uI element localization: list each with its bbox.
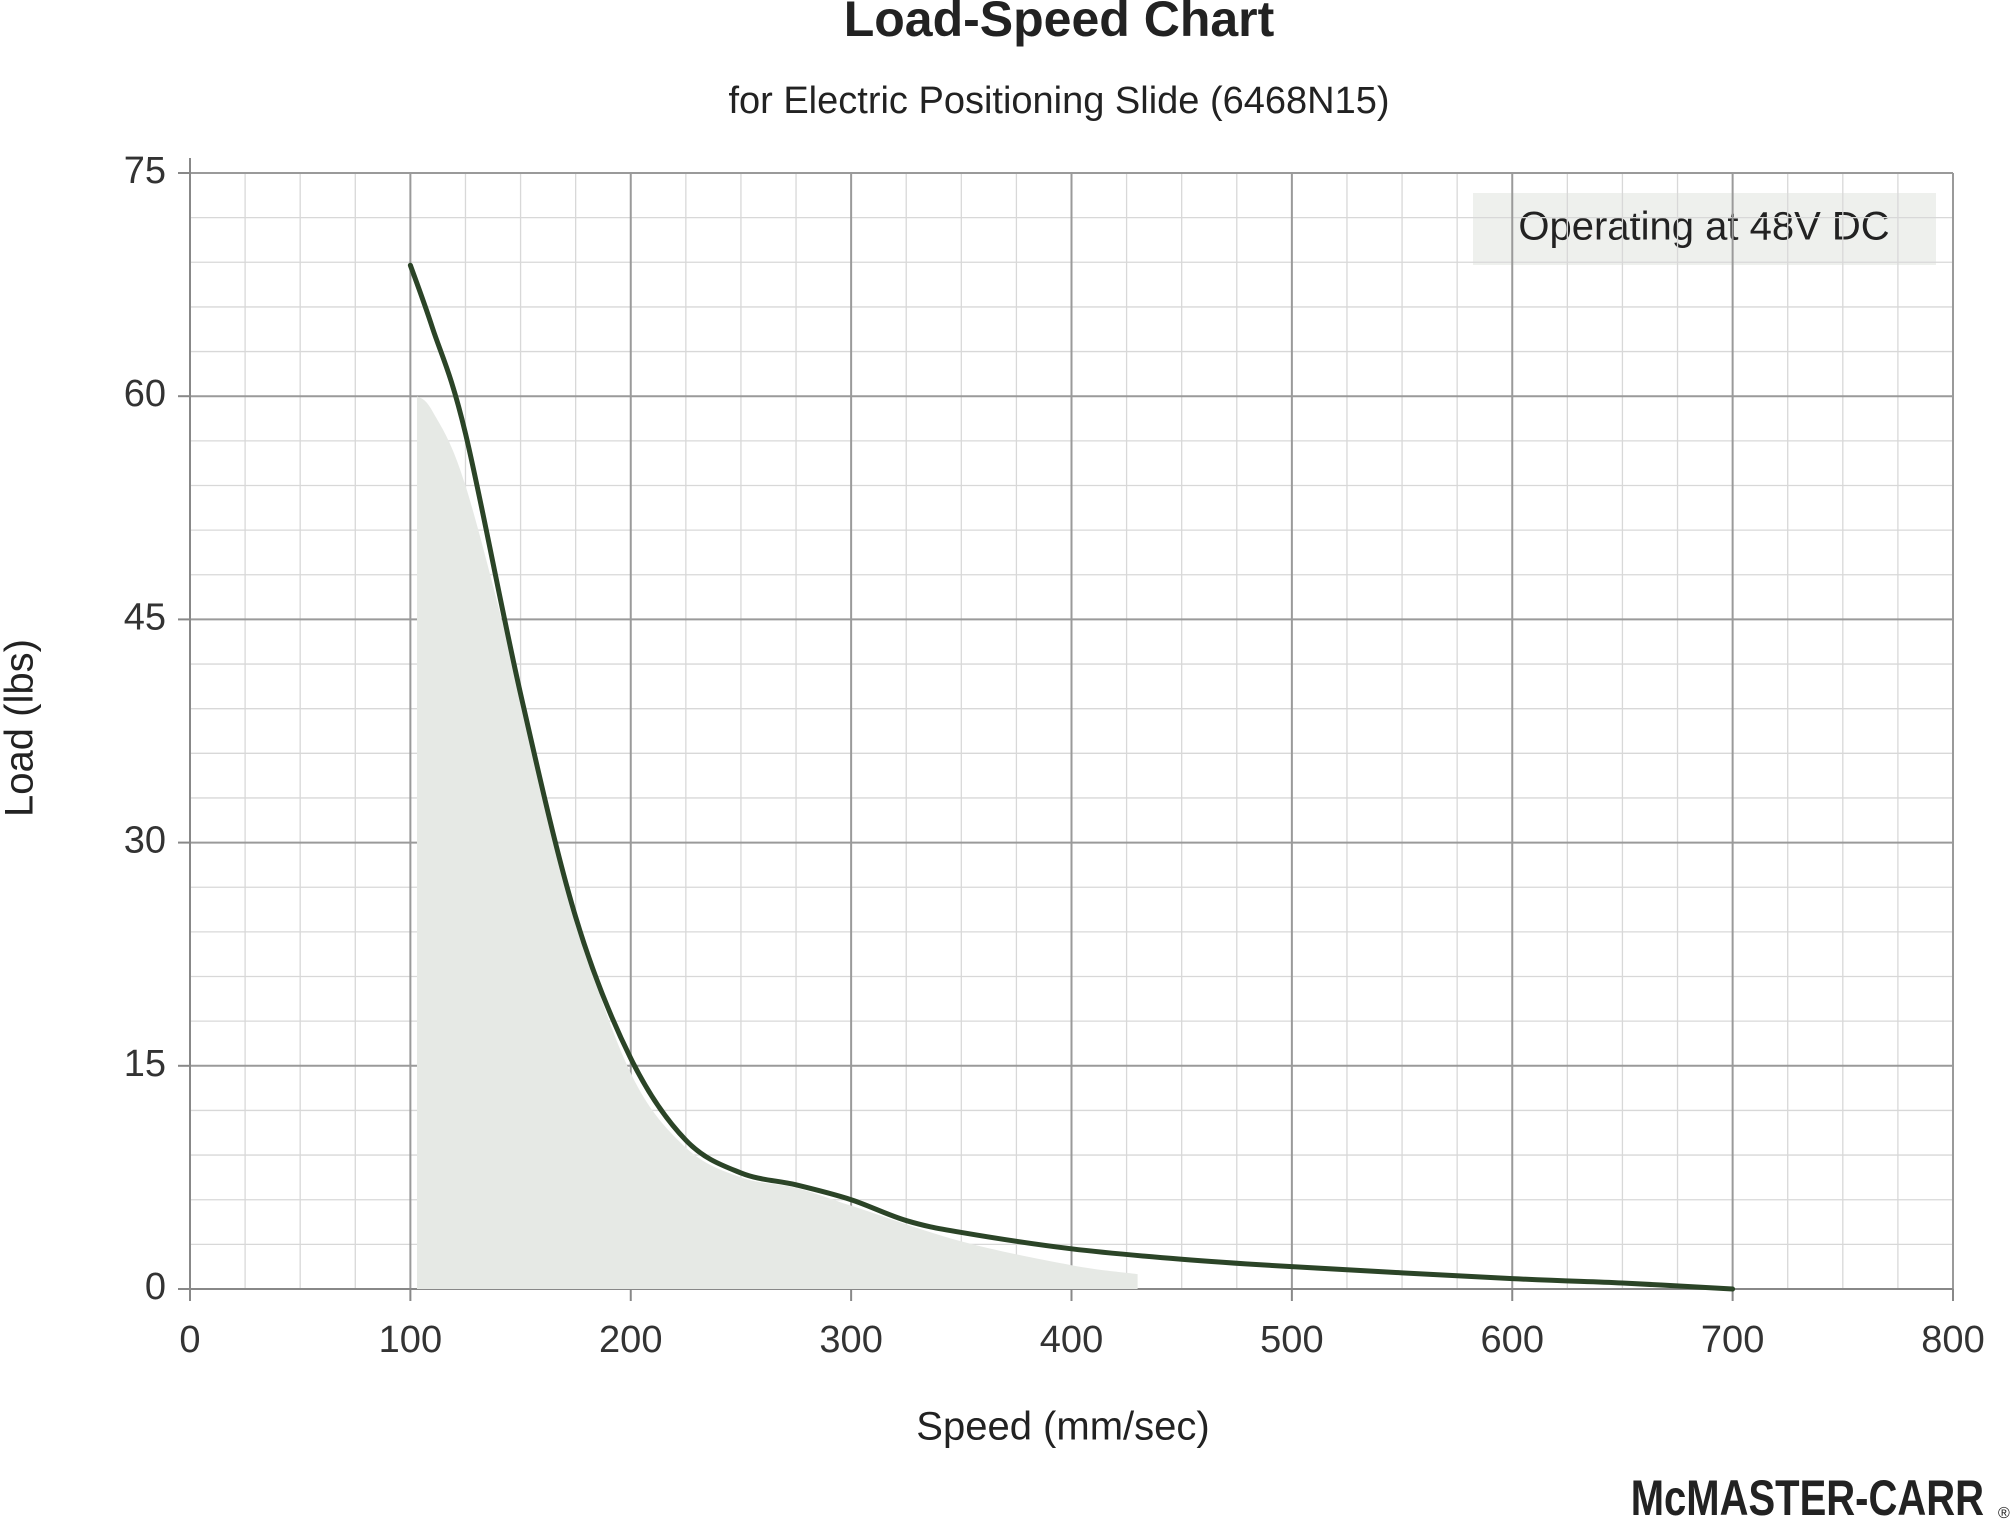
x-tick-label: 100 [379, 1319, 442, 1361]
x-tick-label: 400 [1040, 1319, 1103, 1361]
chart-title: Load-Speed Chart [844, 0, 1275, 47]
annotation-box [1473, 193, 1936, 265]
annotation: Operating at 48V DC [1518, 205, 1889, 249]
y-axis-label: Load (lbs) [0, 639, 42, 817]
brand-logo: McMASTER-CARR [1631, 1470, 1984, 1526]
y-tick-label: 0 [145, 1266, 166, 1308]
grid [189, 172, 1954, 1290]
x-tick-label: 200 [599, 1319, 662, 1361]
x-tick-label: 500 [1260, 1319, 1323, 1361]
x-axis-label: Speed (mm/sec) [916, 1405, 1209, 1449]
y-tick-label: 75 [124, 150, 166, 192]
x-tick-label: 800 [1921, 1319, 1984, 1361]
y-tick-label: 30 [124, 820, 166, 862]
y-tick-label: 60 [124, 373, 166, 415]
chart-subtitle: for Electric Positioning Slide (6468N15) [728, 80, 1389, 122]
brand-registered: ® [1998, 1505, 2010, 1522]
y-tick-label: 45 [124, 596, 166, 638]
line [407, 262, 1736, 1292]
x-tick-label: 0 [179, 1319, 200, 1361]
x-tick-label: 300 [819, 1319, 882, 1361]
y-tick-label: 15 [124, 1043, 166, 1085]
x-tick-label: 600 [1481, 1319, 1544, 1361]
area [416, 396, 1138, 1289]
x-tick-label: 700 [1701, 1319, 1764, 1361]
